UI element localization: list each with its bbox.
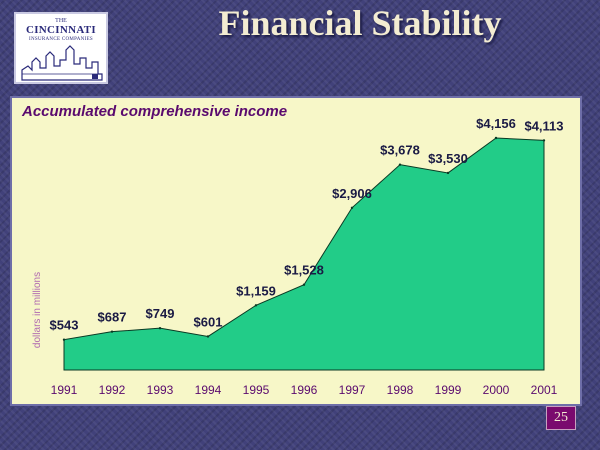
logo-subtitle-text: INSURANCE COMPANIES [29, 37, 93, 42]
data-point [254, 304, 258, 307]
y-axis-label: dollars in millions [32, 272, 43, 348]
data-label: $749 [146, 306, 175, 321]
area-series [63, 137, 545, 371]
x-tick-label: 2000 [483, 383, 510, 397]
data-point [302, 283, 306, 286]
data-point [446, 171, 450, 175]
x-tick-label: 2001 [531, 383, 558, 397]
x-tick-label: 1998 [387, 383, 414, 397]
x-tick-label: 1997 [339, 383, 366, 397]
chart-title: Accumulated comprehensive income [22, 103, 288, 120]
data-label: $543 [50, 318, 79, 333]
page-number-badge: 25 [546, 406, 576, 430]
x-tick-label: 1992 [99, 383, 126, 397]
data-label: $4,113 [524, 118, 563, 133]
x-tick-label: 1991 [51, 383, 78, 397]
x-tick-label: 1999 [435, 383, 462, 397]
x-tick-label: 1995 [243, 383, 270, 397]
data-point [494, 136, 498, 140]
data-point [206, 335, 210, 338]
data-point [542, 139, 546, 142]
logo-name-text: CINCINNATI [25, 24, 97, 36]
company-logo: THE CINCINNATI INSURANCE COMPANIES [14, 12, 108, 84]
chart-panel: Accumulated comprehensive income $543 $68… [10, 96, 582, 406]
data-label: $3,530 [428, 151, 468, 166]
data-point [398, 163, 402, 166]
data-label: $2,906 [332, 186, 372, 201]
area-chart: $543 $687 $749 $601 $1,159 $1,528 $2,906 $3,678… [32, 116, 564, 397]
data-point [158, 326, 162, 330]
data-label: $4,156 [476, 116, 516, 131]
data-label: $687 [98, 310, 127, 325]
data-label: $601 [194, 314, 223, 329]
logo-the-text: THE [55, 18, 67, 24]
data-label: $1,159 [236, 283, 276, 298]
data-label: $1,528 [284, 263, 324, 278]
data-point [62, 338, 66, 341]
slide-title: Financial Stability [218, 3, 502, 43]
data-point [110, 330, 114, 333]
x-tick-label: 1993 [147, 383, 174, 397]
data-point [350, 206, 354, 209]
x-tick-label: 1996 [291, 383, 318, 397]
skyline-icon [21, 45, 103, 81]
data-label: $3,678 [380, 143, 420, 158]
x-tick-label: 1994 [195, 383, 222, 397]
